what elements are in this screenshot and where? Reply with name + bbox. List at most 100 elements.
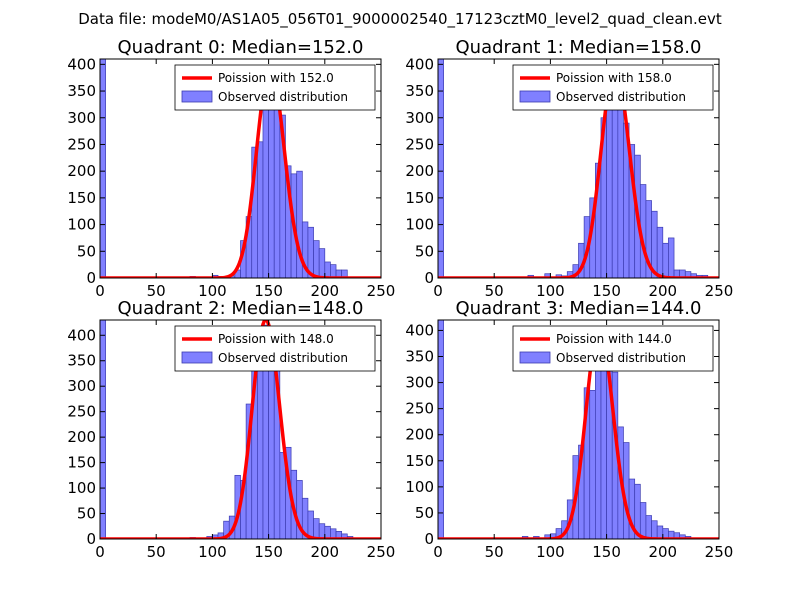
x-tick-label: 0 — [433, 282, 443, 300]
histogram-bar — [257, 141, 264, 278]
histogram-bar — [438, 320, 444, 539]
histogram-bar — [100, 320, 106, 539]
y-tick-label: 50 — [77, 242, 96, 260]
y-tick-label: 200 — [405, 426, 434, 444]
histogram-bar — [656, 226, 664, 278]
legend-label-poisson: Poission with 148.0 — [218, 332, 334, 346]
x-tick-label: 200 — [648, 543, 677, 561]
x-tick-label: 0 — [95, 282, 105, 300]
y-tick-label: 400 — [405, 55, 434, 73]
y-tick-label: 50 — [415, 504, 434, 522]
y-tick-label: 50 — [77, 505, 96, 523]
quadrant-1-panel: 0 50 100 150 200 250 0 50 100 150 200 250 300 350 400 Q… — [405, 37, 733, 300]
y-tick-label: 250 — [405, 135, 434, 153]
x-tick-label: 150 — [592, 543, 621, 561]
histogram-bar — [668, 237, 675, 278]
axes-frame — [437, 319, 720, 540]
histogram-bar — [656, 525, 664, 539]
y-tick-label: 300 — [405, 374, 434, 392]
y-tick-label: 350 — [405, 348, 434, 366]
histogram-bar — [257, 355, 264, 539]
histogram-bar — [100, 59, 106, 278]
y-tick-label: 0 — [424, 530, 434, 548]
figure-suptitle: Data file: modeM0/AS1A05_056T01_90000025… — [78, 10, 722, 29]
y-tick-label: 0 — [86, 269, 96, 287]
quadrant-0-panel: 0 50 100 150 200 250 0 50 100 150 200 250 300 350 400 Q… — [67, 37, 395, 300]
x-tick-label: 150 — [254, 282, 283, 300]
legend-label-observed: Observed distribution — [218, 351, 348, 365]
x-tick-label: 100 — [198, 543, 227, 561]
y-tick-label: 200 — [67, 428, 96, 446]
y-tick-label: 150 — [405, 189, 434, 207]
legend: Poission with 152.0 Observed distribution — [174, 64, 376, 111]
legend-box — [512, 325, 714, 372]
x-tick-label: 100 — [536, 282, 565, 300]
x-tick-label: 200 — [310, 282, 339, 300]
poisson-curve — [100, 320, 381, 539]
histogram-bar — [313, 518, 320, 539]
legend-box — [174, 325, 376, 372]
x-tick-label: 100 — [536, 543, 565, 561]
axes-frame — [99, 319, 382, 540]
legend-bar-swatch — [181, 90, 213, 103]
x-tick-label: 50 — [147, 543, 166, 561]
y-tick-label: 250 — [405, 400, 434, 418]
x-tick-label: 150 — [592, 282, 621, 300]
y-tick-label: 100 — [67, 216, 96, 234]
y-tick-label: 350 — [405, 82, 434, 100]
quadrant-2-panel: 0 50 100 150 200 250 0 50 100 150 200 250 300 350 400 Q… — [67, 298, 395, 561]
legend-bar-swatch — [519, 351, 551, 364]
y-tick-label: 300 — [67, 377, 96, 395]
y-tick-label: 300 — [67, 109, 96, 127]
y-tick-label: 0 — [424, 269, 434, 287]
y-tick-label: 200 — [67, 162, 96, 180]
legend-bar-swatch — [519, 90, 551, 103]
histogram-bar — [262, 104, 269, 278]
x-tick-label: 200 — [648, 282, 677, 300]
x-tick-label: 100 — [198, 282, 227, 300]
x-tick-label: 250 — [367, 282, 396, 300]
legend-label-observed: Observed distribution — [218, 90, 348, 104]
x-tick-label: 150 — [254, 543, 283, 561]
legend-label-observed: Observed distribution — [556, 90, 686, 104]
legend-box — [174, 64, 376, 111]
histogram-bar — [606, 101, 613, 278]
legend: Poission with 158.0 Observed distribution — [512, 64, 714, 111]
panel-title: Quadrant 3: Median=144.0 — [456, 298, 702, 319]
histogram-bar — [330, 264, 337, 278]
histogram-bar — [438, 59, 444, 278]
y-tick-label: 50 — [415, 242, 434, 260]
axes-frame — [99, 58, 382, 279]
legend: Poission with 144.0 Observed distribution — [512, 325, 714, 372]
y-tick-label: 100 — [67, 479, 96, 497]
panel-title: Quadrant 2: Median=148.0 — [118, 298, 364, 319]
legend-label-poisson: Poission with 144.0 — [556, 332, 672, 346]
histogram-bar — [318, 248, 326, 278]
histogram-bar — [273, 93, 281, 278]
histogram-bar — [611, 85, 619, 278]
x-tick-label: 250 — [705, 543, 734, 561]
panel-title: Quadrant 1: Median=158.0 — [456, 37, 702, 58]
x-tick-label: 50 — [485, 543, 504, 561]
y-tick-label: 150 — [67, 454, 96, 472]
histogram-bar — [589, 390, 596, 539]
panel-title: Quadrant 0: Median=152.0 — [118, 37, 364, 58]
y-tick-label: 250 — [67, 135, 96, 153]
axes-frame — [437, 58, 720, 279]
y-tick-label: 0 — [86, 530, 96, 548]
y-tick-label: 100 — [405, 216, 434, 234]
histogram-bar — [662, 242, 669, 278]
x-tick-label: 50 — [485, 282, 504, 300]
histogram-bar — [324, 261, 331, 278]
histogram-bars — [100, 320, 354, 539]
legend-label-poisson: Poission with 152.0 — [218, 71, 334, 85]
y-tick-label: 150 — [405, 452, 434, 470]
histogram-bar — [595, 348, 602, 539]
legend: Poission with 148.0 Observed distribution — [174, 325, 376, 372]
quadrant-3-panel: 0 50 100 150 200 250 0 50 100 150 200 250 300 350 400 Q… — [405, 298, 733, 561]
histogram-bar — [639, 502, 647, 539]
x-tick-label: 0 — [95, 543, 105, 561]
y-tick-label: 100 — [405, 478, 434, 496]
legend-label-poisson: Poission with 158.0 — [556, 71, 672, 85]
